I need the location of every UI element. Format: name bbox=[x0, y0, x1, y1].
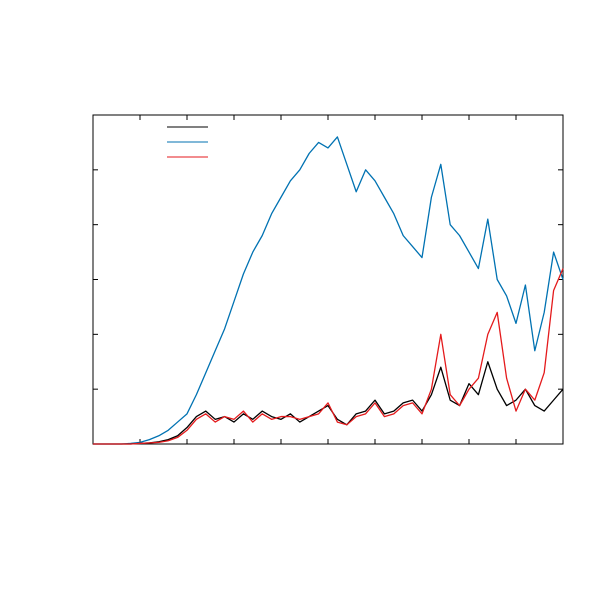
series-line bbox=[93, 361, 564, 445]
plot-frame bbox=[92, 114, 564, 445]
series-line bbox=[93, 136, 564, 445]
series-line bbox=[93, 268, 564, 445]
